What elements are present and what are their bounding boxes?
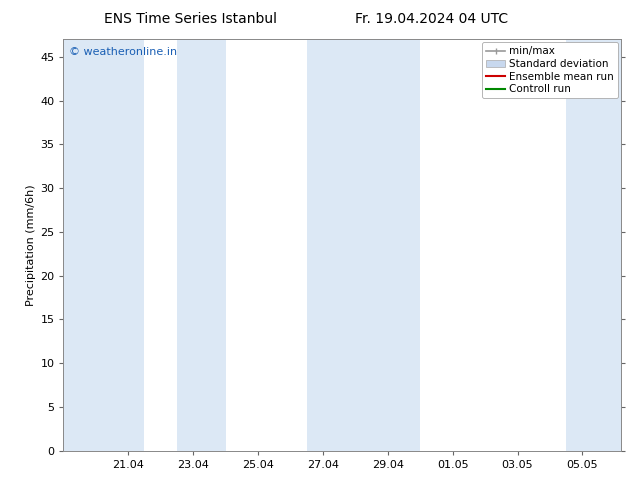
- Bar: [63, 39, 145, 451]
- Bar: [307, 39, 420, 451]
- Legend: min/max, Standard deviation, Ensemble mean run, Controll run: min/max, Standard deviation, Ensemble me…: [482, 42, 618, 98]
- Text: Fr. 19.04.2024 04 UTC: Fr. 19.04.2024 04 UTC: [354, 12, 508, 26]
- Bar: [566, 39, 621, 451]
- Text: ENS Time Series Istanbul: ENS Time Series Istanbul: [104, 12, 276, 26]
- Text: © weatheronline.in: © weatheronline.in: [69, 48, 177, 57]
- Bar: [177, 39, 226, 451]
- Y-axis label: Precipitation (mm/6h): Precipitation (mm/6h): [26, 184, 36, 306]
